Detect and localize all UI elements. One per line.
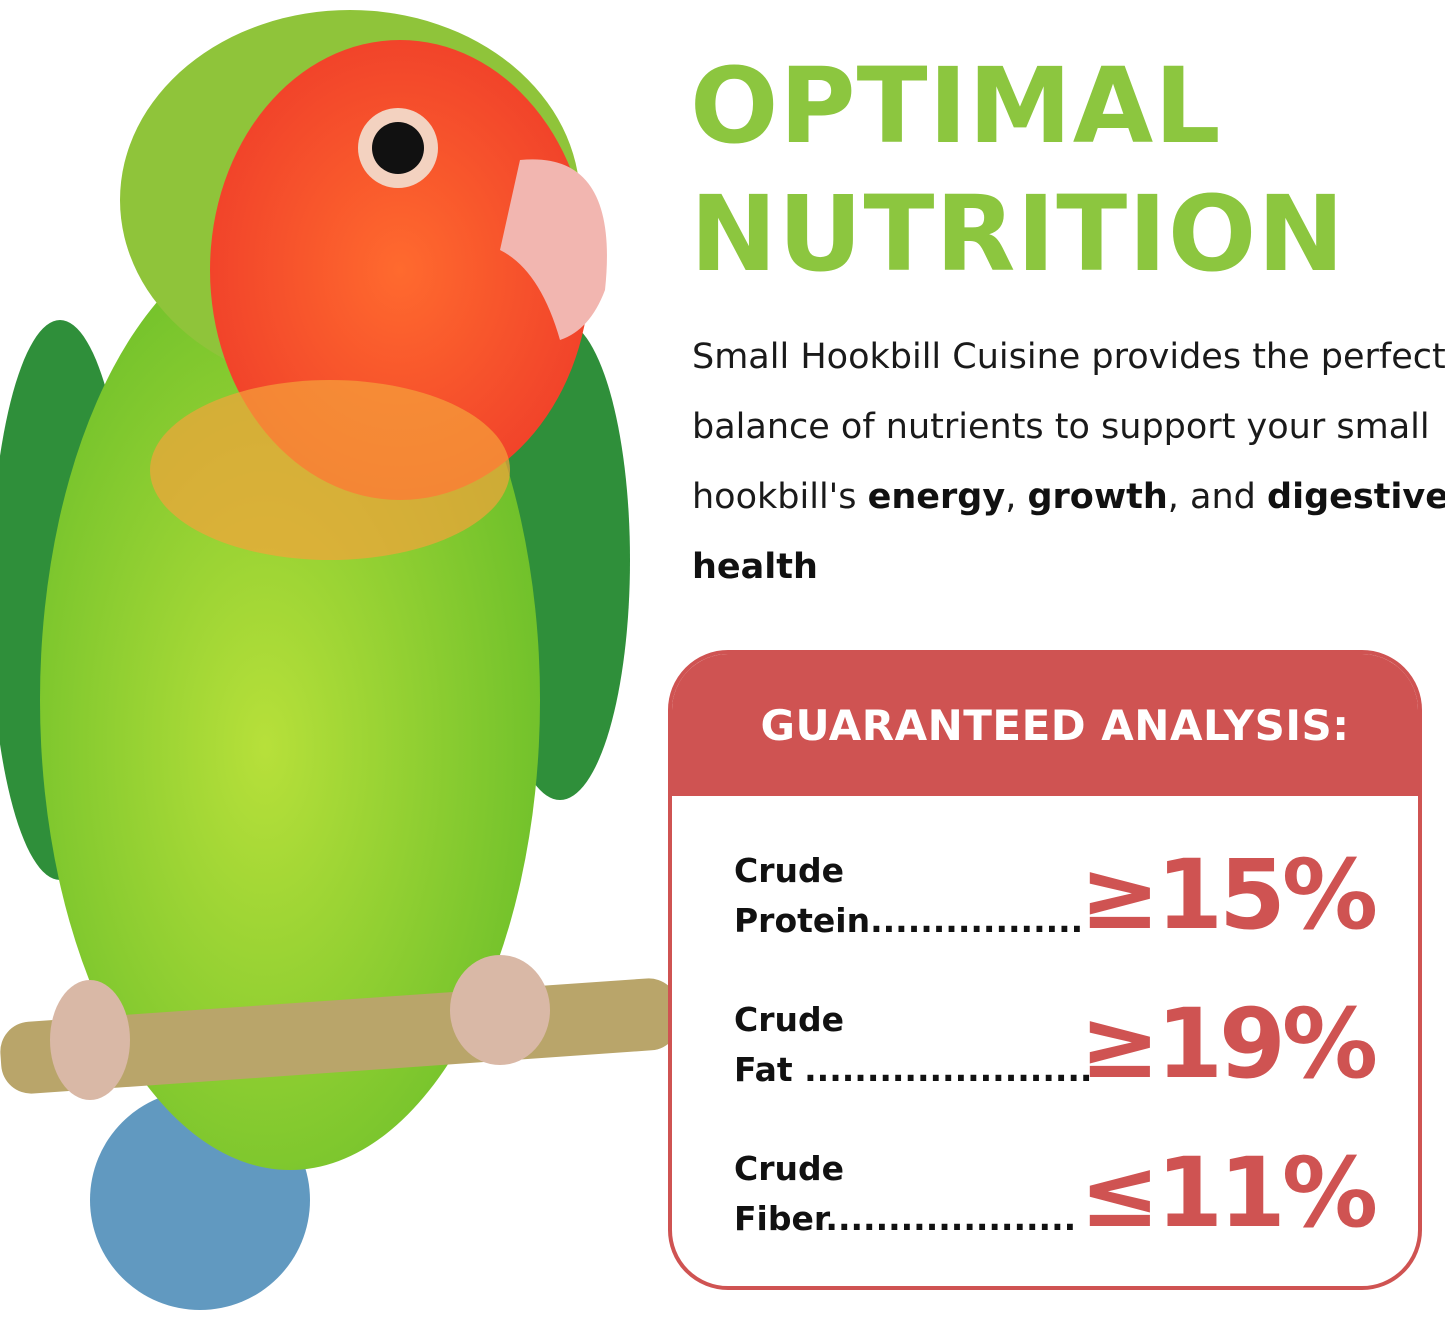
- nutrient-label: Crude Fat .......................: [734, 995, 1092, 1095]
- headline-line-1: OPTIMAL: [690, 45, 1222, 167]
- analysis-row-fiber: Crude Fiber.................... ≤11%: [734, 1138, 1378, 1254]
- emphasis-growth: growth: [1027, 477, 1168, 517]
- description-text: Small Hookbill Cuisine provides the perf…: [692, 337, 1445, 517]
- nutrient-label-line2: Fat .......................: [734, 1050, 1093, 1089]
- headline: OPTIMAL NUTRITION: [690, 42, 1345, 298]
- analysis-row-fat: Crude Fat ....................... ≥19%: [734, 989, 1378, 1105]
- nutrient-label: Crude Fiber....................: [734, 1144, 1076, 1244]
- guaranteed-analysis-card: GUARANTEED ANALYSIS: Crude Protein.......…: [668, 650, 1422, 1290]
- nutrient-label-line1: Crude: [734, 851, 844, 890]
- nutrient-label-line2: Fiber....................: [734, 1199, 1077, 1238]
- headline-line-2: NUTRITION: [690, 173, 1346, 295]
- emphasis-digestive-health: digestive health: [692, 477, 1445, 587]
- nutrient-value: ≥15%: [1079, 839, 1378, 951]
- analysis-title: GUARANTEED ANALYSIS:: [672, 654, 1418, 796]
- separator: ,: [1005, 477, 1028, 517]
- emphasis-energy: energy: [867, 477, 1006, 517]
- nutrient-label-line1: Crude: [734, 1149, 844, 1188]
- nutrient-label: Crude Protein.................: [734, 846, 1083, 946]
- analysis-row-protein: Crude Protein................. ≥15%: [734, 840, 1378, 956]
- nutrient-value: ≥19%: [1079, 988, 1378, 1100]
- separator: , and: [1167, 477, 1268, 517]
- description: Small Hookbill Cuisine provides the perf…: [692, 322, 1445, 602]
- nutrient-label-line1: Crude: [734, 1000, 844, 1039]
- nutrient-value: ≤11%: [1079, 1137, 1378, 1249]
- nutrient-label-line2: Protein.................: [734, 901, 1084, 940]
- lovebird-photo: [0, 10, 680, 1310]
